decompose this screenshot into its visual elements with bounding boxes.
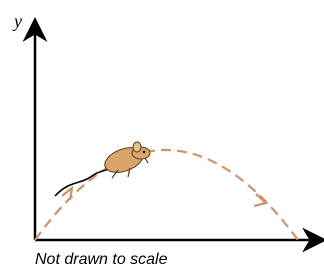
y-axis-label: y (12, 11, 22, 31)
diagram: y Not drawn to scale (0, 0, 324, 270)
mouse (55, 142, 150, 196)
caption: Not drawn to scale (35, 251, 168, 268)
direction-arrow (62, 188, 72, 200)
